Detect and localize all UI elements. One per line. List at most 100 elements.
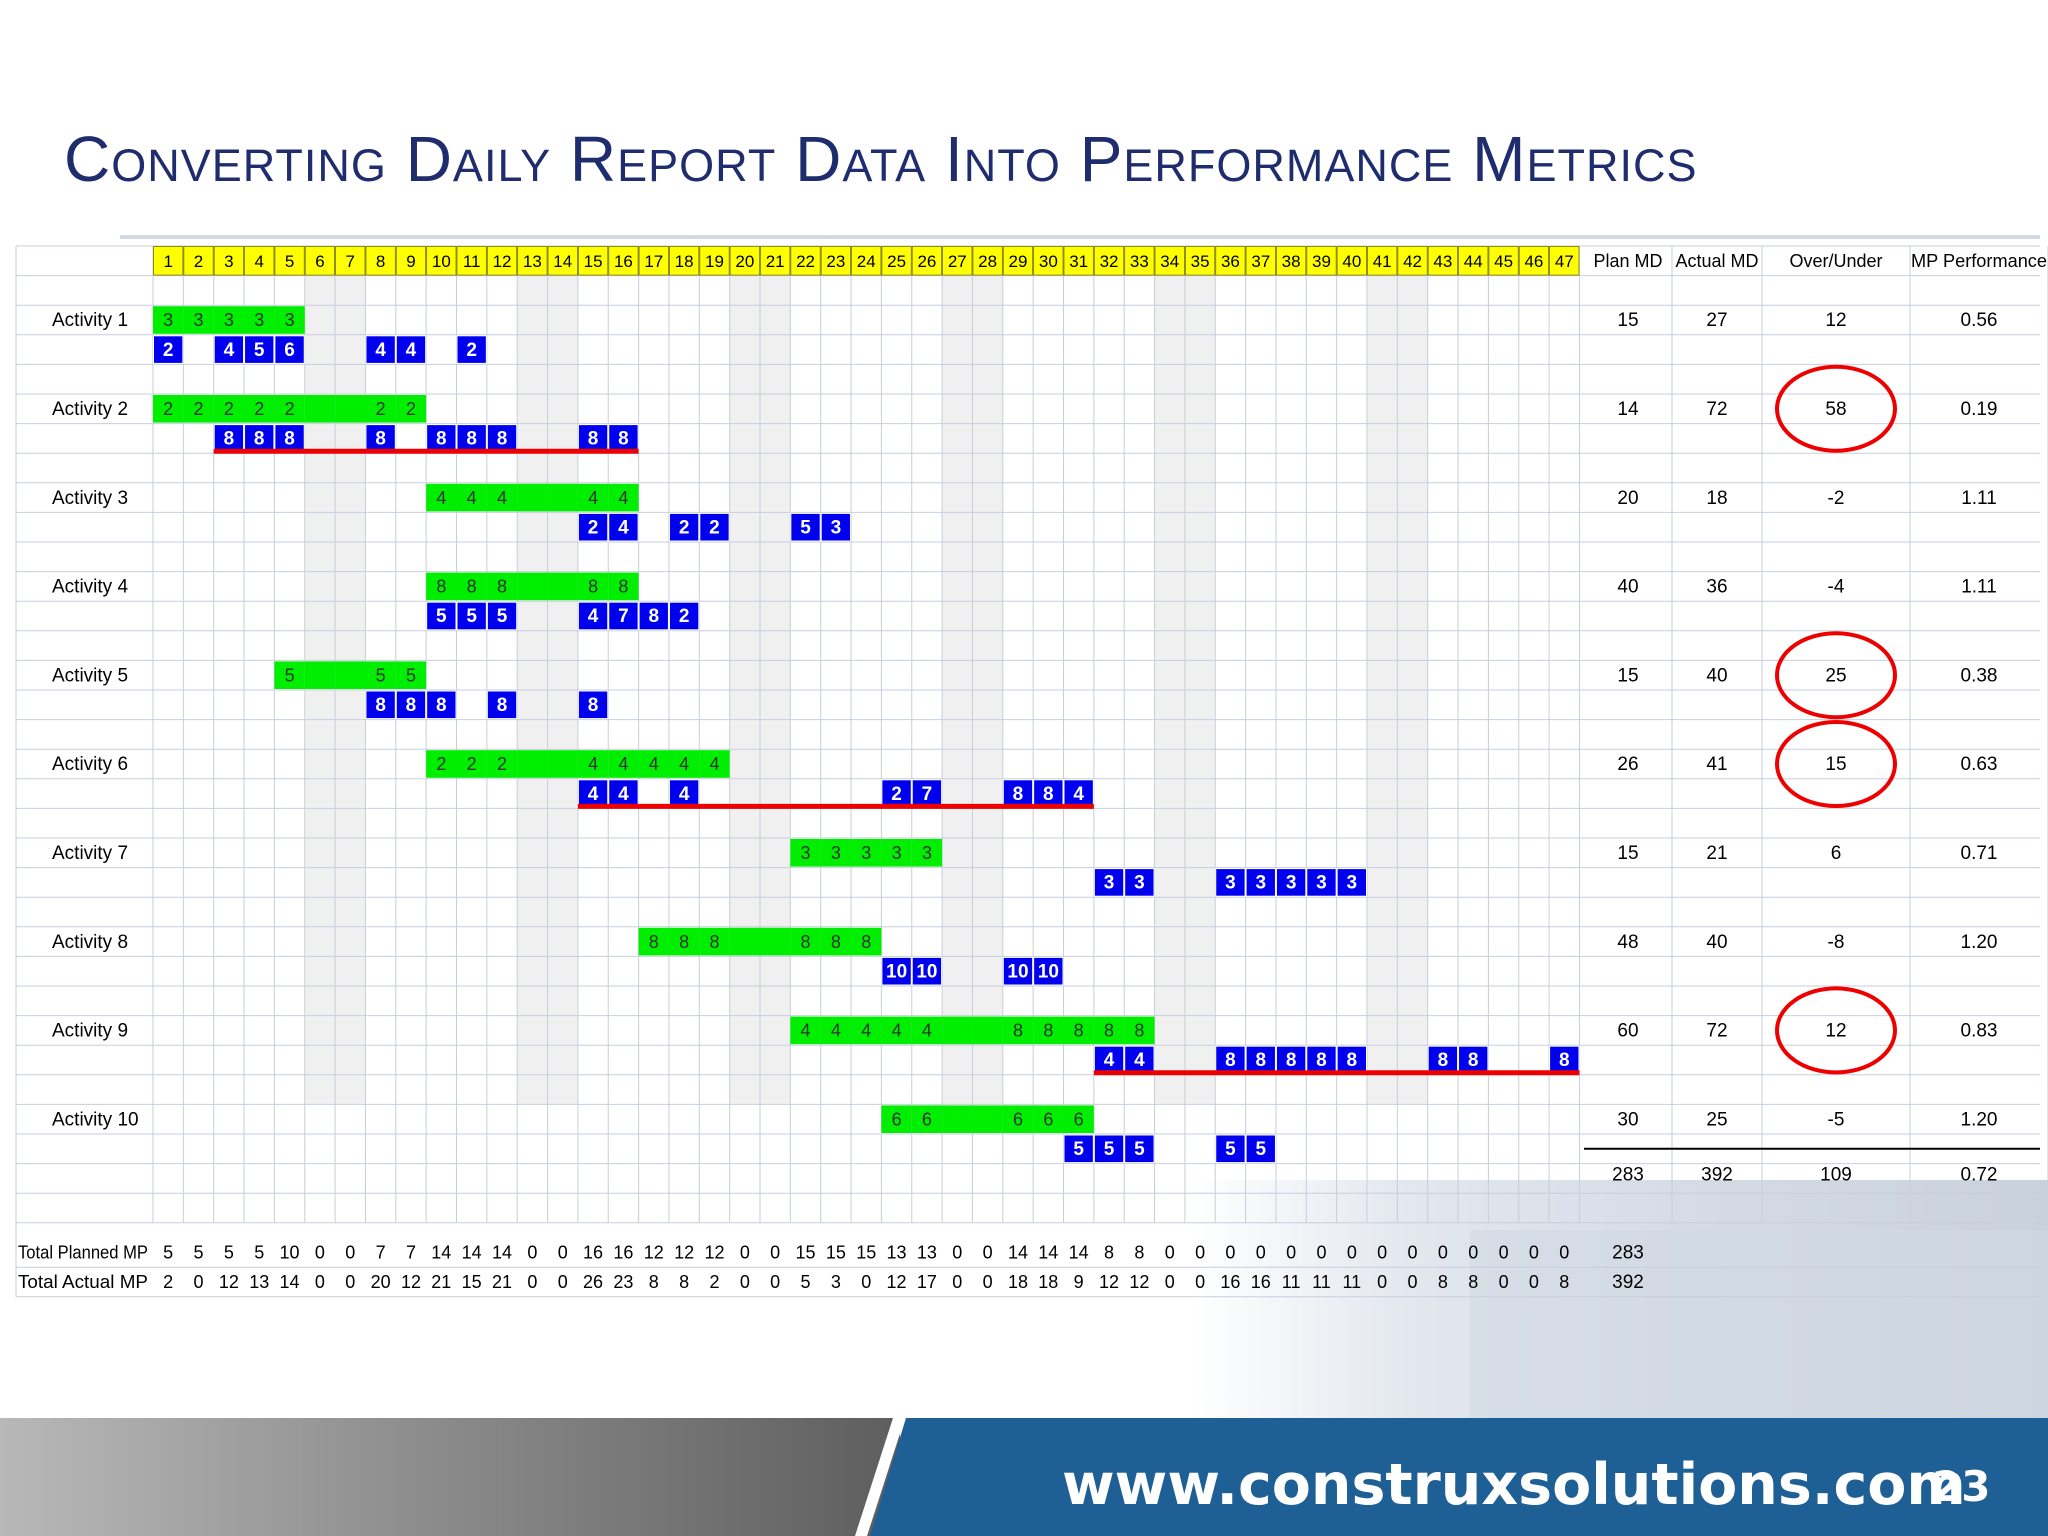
- planned-cell: [547, 750, 578, 778]
- day-header-cell: [1033, 246, 1064, 276]
- actual-cell: [911, 956, 943, 986]
- day-header-label: 35: [1191, 252, 1210, 271]
- footer-gray-band: [0, 1418, 900, 1536]
- planned-cell: [577, 750, 609, 778]
- total-planned-value: 0: [558, 1243, 568, 1263]
- day-header-label: 20: [735, 252, 754, 271]
- day-header-cell: [911, 246, 943, 276]
- actual-value: 3: [1104, 873, 1115, 894]
- total-actual-value: 12: [219, 1272, 239, 1292]
- day-header-label: 28: [978, 252, 997, 271]
- total-actual-value: 0: [740, 1272, 750, 1292]
- plan-md-value: 15: [1617, 665, 1638, 686]
- actual-cell: [213, 335, 245, 364]
- actual-md-value: 27: [1706, 310, 1727, 331]
- actual-value: 2: [679, 606, 690, 627]
- activity-label: Activity 5: [52, 665, 128, 686]
- actual-value: 8: [254, 429, 265, 450]
- planned-cell: [608, 483, 639, 512]
- day-header-label: 21: [766, 252, 785, 271]
- page-number: 23: [1932, 1462, 1991, 1511]
- actual-cell: [668, 512, 700, 542]
- footer-blue-band: [870, 1418, 2048, 1536]
- plan-md-value: 14: [1617, 399, 1639, 420]
- actual-cell: [1549, 1045, 1580, 1075]
- total-planned-value: 15: [856, 1243, 876, 1263]
- total-planned-value: 0: [1286, 1243, 1296, 1263]
- actual-value: 6: [284, 340, 295, 361]
- actual-cell: [456, 335, 487, 364]
- total-planned-value: 12: [674, 1243, 694, 1263]
- total-actual-value: 18: [1008, 1272, 1028, 1292]
- planned-cell: [244, 306, 275, 334]
- total-actual-value: 0: [558, 1272, 568, 1292]
- actual-value: 8: [588, 695, 599, 716]
- actual-value: 7: [922, 784, 933, 805]
- actual-value: 8: [406, 695, 417, 716]
- total-planned-value: 0: [740, 1243, 750, 1263]
- planned-value: 8: [1043, 1021, 1053, 1041]
- day-header-cell: [335, 246, 366, 276]
- actual-cell: [1427, 1045, 1459, 1075]
- planned-cell: [183, 395, 214, 423]
- actual-cell: [486, 690, 518, 720]
- actual-value: 8: [224, 429, 235, 450]
- actual-value: 2: [679, 517, 690, 538]
- actual-cell: [213, 424, 245, 453]
- planned-value: 3: [801, 843, 811, 863]
- day-header-cell: [274, 246, 305, 276]
- day-header-label: 3: [224, 252, 233, 271]
- actual-cell: [1245, 868, 1276, 897]
- planned-value: 4: [892, 1021, 902, 1041]
- day-header-label: 42: [1403, 252, 1422, 271]
- actual-value: 7: [618, 606, 629, 627]
- planned-value: 2: [436, 754, 446, 774]
- planned-cell: [760, 927, 791, 956]
- day-header-label: 43: [1433, 252, 1452, 271]
- planned-value: 4: [497, 488, 507, 508]
- planned-cell: [911, 1016, 943, 1045]
- total-planned-value: 0: [315, 1243, 325, 1263]
- total-planned-value: 5: [224, 1243, 234, 1263]
- actual-value: 8: [1255, 1050, 1266, 1071]
- planned-value: 8: [801, 932, 811, 952]
- day-header-cell: [304, 246, 336, 276]
- highlight-circle: [1775, 631, 1897, 720]
- total-actual-value: 0: [1499, 1272, 1509, 1292]
- actual-cell: [881, 956, 912, 986]
- total-actual-value: 13: [249, 1272, 269, 1292]
- day-header-label: 19: [705, 252, 724, 271]
- footer-url[interactable]: www.construxsolutions.com: [1062, 1452, 1966, 1518]
- planned-value: 8: [497, 577, 507, 597]
- total-planned-value: 0: [1256, 1243, 1266, 1263]
- actual-cell: [577, 601, 609, 631]
- actual-value: 8: [436, 429, 447, 450]
- plan-md-header: Plan MD: [1593, 251, 1662, 271]
- planned-cell: [486, 483, 518, 512]
- total-planned-value: 0: [1316, 1243, 1326, 1263]
- total-actual-value: 20: [371, 1272, 391, 1292]
- total-actual-value: 0: [952, 1272, 962, 1292]
- planned-cell: [699, 927, 730, 956]
- total-planned-value: 14: [431, 1243, 451, 1263]
- actual-value: 8: [497, 429, 508, 450]
- actual-cell: [790, 512, 821, 542]
- activity-label: Activity 9: [52, 1021, 128, 1042]
- actual-value: 3: [831, 517, 842, 538]
- planned-value: 3: [194, 310, 204, 330]
- actual-cell: [1002, 956, 1034, 986]
- planned-cell: [456, 483, 487, 512]
- day-header-label: 9: [406, 252, 415, 271]
- actual-value: 8: [648, 606, 659, 627]
- total-actual-value: 0: [983, 1272, 993, 1292]
- day-header-label: 44: [1464, 252, 1483, 271]
- planned-cell: [577, 572, 609, 601]
- planned-cell: [547, 572, 578, 601]
- total-planned-value: 0: [1529, 1243, 1539, 1263]
- planned-value: 8: [1104, 1021, 1114, 1041]
- actual-value: 4: [1134, 1050, 1145, 1071]
- actual-cell: [395, 335, 427, 364]
- actual-value: 3: [1225, 873, 1236, 894]
- actual-value: 8: [284, 429, 295, 450]
- actual-cell: [1093, 868, 1125, 897]
